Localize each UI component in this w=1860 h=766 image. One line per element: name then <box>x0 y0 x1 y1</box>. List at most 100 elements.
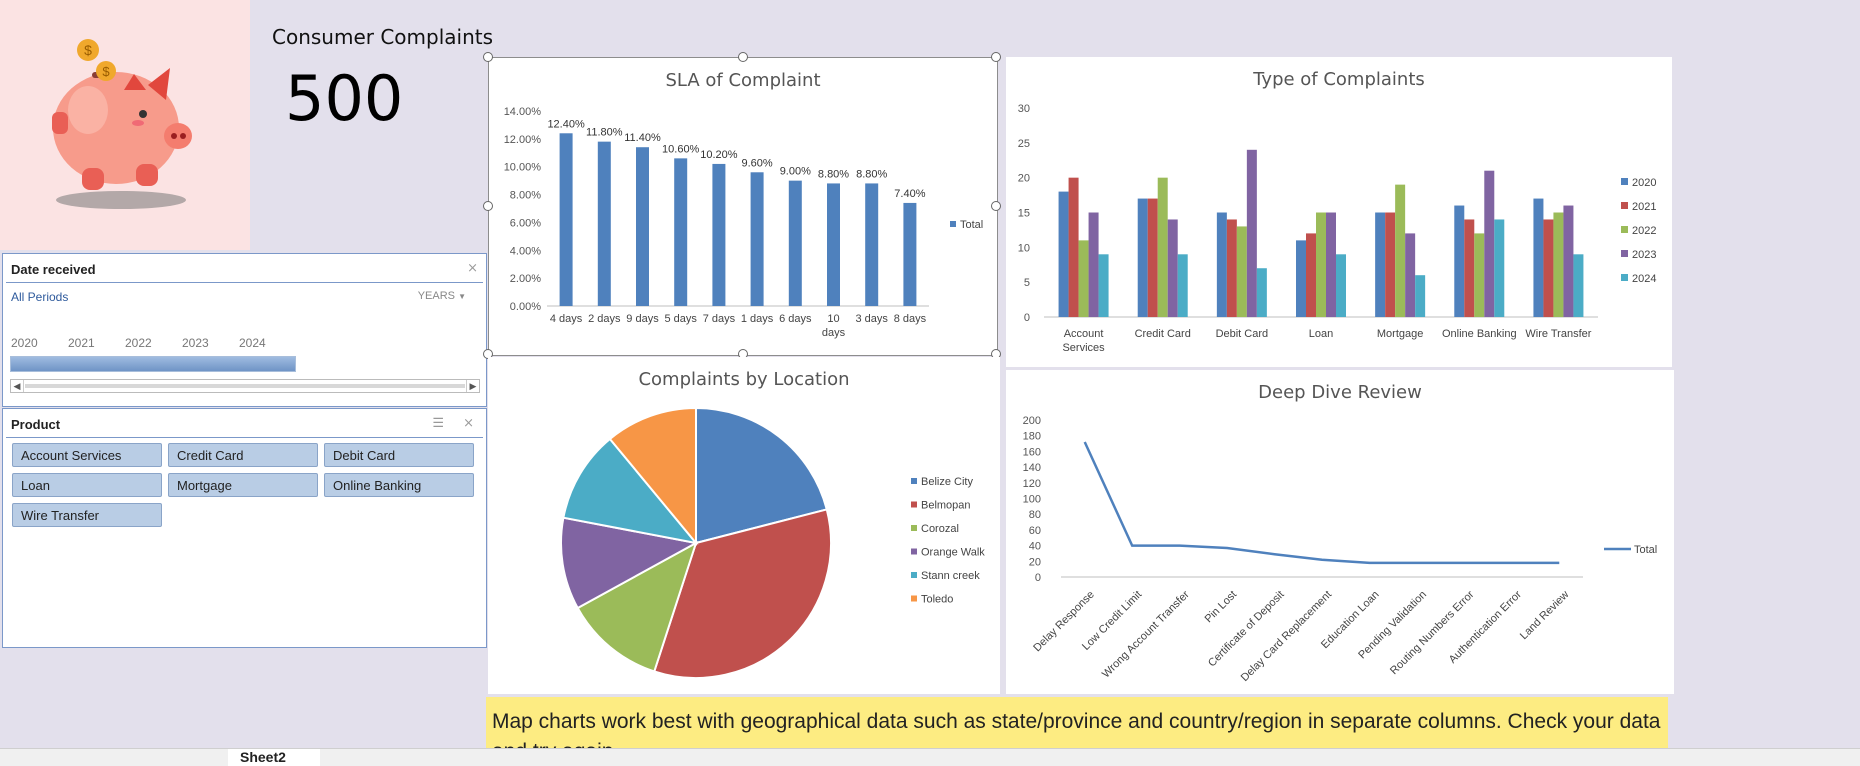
x-tick-label: 9 days <box>626 313 659 325</box>
scroll-left-icon[interactable]: ◀ <box>11 380 24 392</box>
deep-dive-chart-panel[interactable]: Deep Dive Review 0 20 40 60 80 100 120 140 160 18… <box>1006 370 1674 694</box>
legend-swatch <box>950 221 956 227</box>
y-tick-label: 0 <box>1024 312 1030 324</box>
x-tick-label: 8 days <box>894 313 927 325</box>
legend-swatch <box>1621 202 1628 209</box>
granularity-label: YEARS <box>417 290 456 302</box>
product-tile[interactable]: Mortgage <box>168 473 318 497</box>
piggy-bank-icon: $ $ <box>52 39 192 209</box>
type-bar <box>1395 184 1406 317</box>
year-label[interactable]: 2020 <box>11 336 38 350</box>
product-tile[interactable]: Loan <box>12 473 162 497</box>
data-label: 8.80% <box>818 168 849 180</box>
sheet-tab[interactable]: Sheet2 <box>228 749 320 766</box>
y-tick-label: 10 <box>1018 242 1030 254</box>
type-bar <box>1484 170 1495 317</box>
legend-label: 2022 <box>1632 225 1656 237</box>
sla-bar <box>674 158 688 306</box>
y-tick-label: 8.00% <box>510 190 541 202</box>
resize-handle-tm[interactable] <box>738 52 748 62</box>
y-tick-label: 160 <box>1023 446 1041 458</box>
x-tick-label: Wire Transfer <box>1525 328 1591 340</box>
y-tick-label: 5 <box>1024 277 1030 289</box>
sla-chart-title: SLA of Complaint <box>665 70 821 91</box>
resize-handle-ml[interactable] <box>483 201 493 211</box>
legend-label: Stann creek <box>921 570 980 582</box>
legend-label: Total <box>1634 544 1657 556</box>
pie-slice <box>695 406 828 545</box>
resize-handle-mr[interactable] <box>991 201 1001 211</box>
hero-card: $ $ <box>0 0 250 250</box>
x-tick-label: 2 days <box>588 313 621 325</box>
type-bar <box>1256 268 1267 317</box>
clear-filter-icon[interactable]: ⨯ <box>467 260 478 275</box>
year-label[interactable]: 2022 <box>125 336 152 350</box>
legend-label: 2023 <box>1632 249 1656 261</box>
type-bar <box>1375 212 1386 317</box>
type-chart: 0 5 10 15 20 25 30 Account Services Credit Card De… <box>1018 103 1657 354</box>
type-bar <box>1147 198 1158 317</box>
y-tick-label: 12.00% <box>504 134 542 146</box>
product-tile[interactable]: Account Services <box>12 443 162 467</box>
legend-label: Belize City <box>921 476 973 488</box>
resize-handle-tr[interactable] <box>991 52 1001 62</box>
legend-swatch <box>911 525 917 531</box>
type-bar <box>1543 219 1554 317</box>
timeline-bar[interactable] <box>10 356 296 372</box>
data-label: 11.80% <box>586 127 623 139</box>
legend-label: Total <box>960 219 983 231</box>
type-chart-panel[interactable]: Type of Complaints 0 5 10 15 20 25 30 Account Se… <box>1006 57 1672 367</box>
product-tile[interactable]: Wire Transfer <box>12 503 162 527</box>
type-bar <box>1405 233 1416 317</box>
pie-slice <box>608 406 697 546</box>
y-tick-label: 6.00% <box>510 217 541 229</box>
data-label: 10.60% <box>662 143 700 155</box>
scroll-thumb[interactable] <box>25 384 465 388</box>
sla-bar <box>788 180 802 306</box>
product-tile[interactable]: Debit Card <box>324 443 474 467</box>
legend-label: 2024 <box>1632 273 1656 285</box>
pie-slice <box>576 540 698 673</box>
legend-swatch <box>911 548 917 555</box>
year-label[interactable]: 2024 <box>239 336 266 350</box>
multi-select-icon[interactable]: ☰ <box>432 415 444 430</box>
data-label: 7.40% <box>894 188 925 200</box>
type-bar <box>1216 212 1227 317</box>
legend-label: Corozal <box>921 523 959 535</box>
legend-label: Belmopan <box>921 500 971 512</box>
x-tick-label: Loan <box>1309 328 1333 340</box>
timeline-scrollbar[interactable]: ◀ ▶ <box>10 379 480 393</box>
x-tick-label: Land Review <box>1518 589 1571 642</box>
legend-swatch <box>911 478 917 484</box>
type-bar <box>1553 212 1564 317</box>
y-tick-label: 120 <box>1023 478 1041 490</box>
year-label[interactable]: 2021 <box>68 336 95 350</box>
y-tick-label: 20 <box>1029 556 1041 568</box>
type-bar <box>1454 205 1465 317</box>
sla-chart-panel[interactable]: SLA of Complaint 0.00% 2.00% 4.00% 6.00% 8.0… <box>488 57 998 356</box>
product-tile[interactable]: Credit Card <box>168 443 318 467</box>
y-tick-label: 0.00% <box>510 301 541 313</box>
legend-label: 2021 <box>1632 201 1656 213</box>
resize-handle-tl[interactable] <box>483 52 493 62</box>
y-tick-label: 20 <box>1018 173 1030 185</box>
pie-slice <box>562 437 699 545</box>
sla-bar <box>559 133 573 306</box>
sla-chart: 0.00% 2.00% 4.00% 6.00% 8.00% 10.00% 12.00% 14.… <box>504 106 984 339</box>
clear-filter-icon[interactable]: ⨯ <box>463 415 474 430</box>
year-label[interactable]: 2023 <box>182 336 209 350</box>
y-tick-label: 80 <box>1029 509 1041 521</box>
location-chart-panel[interactable]: Complaints by Location Belize City Belmop… <box>488 357 1000 694</box>
y-tick-label: 15 <box>1018 208 1030 220</box>
type-bar <box>1316 212 1326 317</box>
scroll-right-icon[interactable]: ▶ <box>466 380 479 392</box>
data-label: 12.40% <box>547 118 585 130</box>
period-granularity-dropdown[interactable]: YEARS ▼ <box>418 290 466 302</box>
product-slicer[interactable]: Product ☰ ⨯ Account Services Credit Card D… <box>2 408 487 648</box>
legend-label: Orange Walk <box>921 547 985 559</box>
type-bar <box>1474 233 1485 317</box>
product-tile[interactable]: Online Banking <box>324 473 474 497</box>
x-tick-label: 1 days <box>741 313 774 325</box>
type-bar <box>1494 219 1505 317</box>
date-received-slicer[interactable]: Date received ⨯ All Periods YEARS ▼ 2020… <box>2 253 487 407</box>
